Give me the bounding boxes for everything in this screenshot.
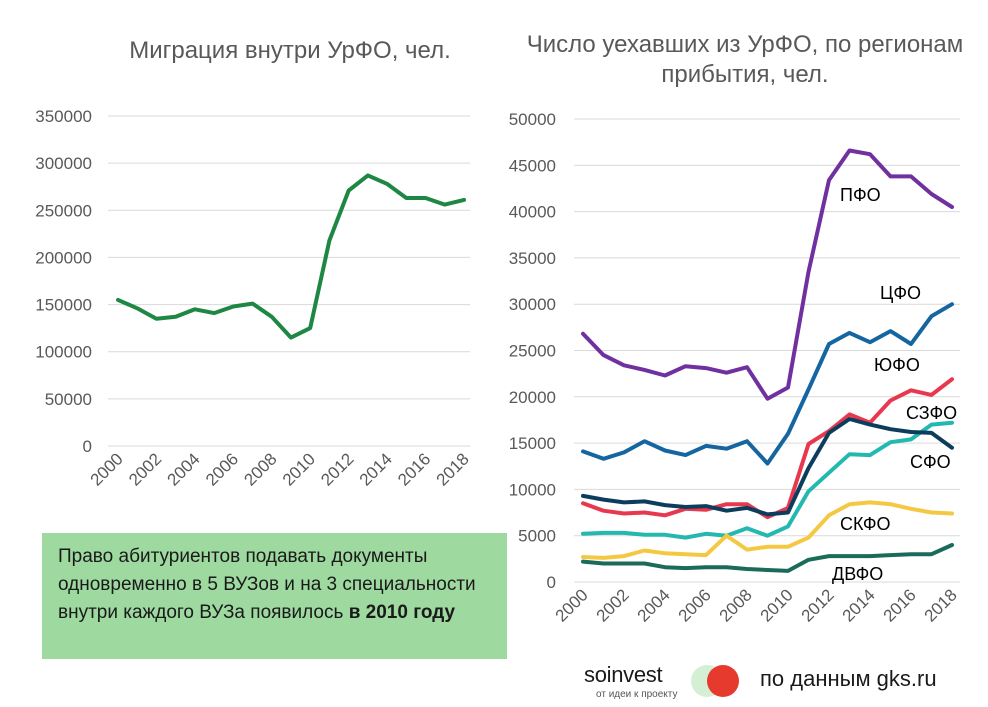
y-tick-label: 20000 (509, 388, 556, 407)
y-tick-label: 0 (83, 437, 92, 456)
series-label-ЮФО: ЮФО (874, 355, 920, 375)
logo-tagline: от идеи к проекту (596, 689, 678, 700)
y-tick-label: 200000 (35, 248, 92, 267)
series-label-ПФО: ПФО (840, 185, 881, 205)
logo-circle-red (707, 665, 739, 697)
y-tick-label: 10000 (509, 480, 556, 499)
x-tick-label: 2018 (921, 585, 961, 625)
x-tick-label: 2016 (880, 585, 920, 625)
note-box: Право абитуриентов подавать документы од… (42, 533, 507, 659)
x-tick-label: 2008 (716, 585, 756, 625)
y-tick-label: 5000 (518, 527, 556, 546)
y-tick-label: 30000 (509, 295, 556, 314)
y-tick-label: 45000 (509, 156, 556, 175)
x-tick-label: 2004 (634, 585, 674, 625)
soinvest-logo: soinvest от идеи к проекту (584, 662, 677, 700)
y-tick-label: 50000 (45, 390, 92, 409)
series-line-ДВФО (581, 543, 954, 573)
logo-name: soinvest (584, 662, 663, 687)
y-tick-label: 25000 (509, 342, 556, 361)
y-tick-label: 300000 (35, 154, 92, 173)
source-text: по данным gks.ru (760, 666, 937, 691)
y-tick-label: 150000 (35, 296, 92, 315)
y-tick-label: 350000 (35, 107, 92, 126)
logo-circles-icon (691, 665, 739, 697)
series-label-ЦФО: ЦФО (880, 283, 921, 303)
x-tick-label: 2002 (593, 585, 633, 625)
series-label-СФО: СФО (910, 452, 951, 472)
right-chart-title: Число уехавших из УрФО, по регионам приб… (526, 31, 964, 88)
x-tick-label: 2012 (798, 585, 838, 625)
series-line-ПФО (581, 148, 954, 401)
series-label-СЗФО: СЗФО (906, 403, 957, 423)
series-line-СЗФО (581, 420, 954, 540)
series-line-СКФО (581, 500, 954, 560)
series-line-ЮФО (581, 377, 954, 520)
y-tick-label: 0 (547, 573, 556, 592)
left-chart-title: Миграция внутри УрФО, чел. (129, 37, 451, 64)
series-line-Миграция внутри УрФО (116, 173, 466, 340)
series-line-СФО (581, 417, 954, 517)
series-line-ЦФО (581, 302, 954, 466)
y-tick-label: 50000 (509, 110, 556, 129)
y-tick-label: 250000 (35, 201, 92, 220)
y-tick-label: 40000 (509, 203, 556, 222)
x-tick-label: 2006 (675, 585, 715, 625)
x-tick-label: 2014 (839, 585, 879, 625)
y-tick-label: 100000 (35, 343, 92, 362)
x-tick-label: 2010 (757, 585, 797, 625)
note-bold: в 2010 году (348, 602, 456, 623)
series-label-ДВФО: ДВФО (832, 564, 883, 584)
y-tick-label: 35000 (509, 249, 556, 268)
y-tick-label: 15000 (509, 434, 556, 453)
note-text: Право абитуриентов подавать документы од… (58, 546, 476, 623)
x-tick-label: 2000 (552, 585, 592, 625)
series-label-СКФО: СКФО (840, 514, 891, 534)
